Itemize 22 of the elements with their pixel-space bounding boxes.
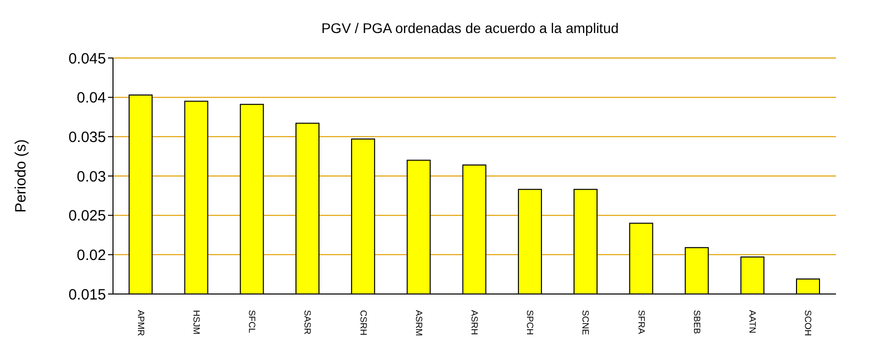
y-tick-label: 0.025 bbox=[68, 208, 106, 225]
x-tick-label: ASRH bbox=[470, 310, 480, 336]
x-tick-label: SCNE bbox=[580, 310, 591, 336]
x-tick-label: APMR bbox=[136, 310, 146, 337]
y-axis-title: Periodo (s) bbox=[12, 139, 30, 213]
x-tick-label: AATN bbox=[748, 310, 758, 334]
x-tick-label: HSJM bbox=[191, 310, 202, 334]
y-tick-label: 0.045 bbox=[68, 50, 106, 68]
x-tick-label: SBEB bbox=[692, 310, 702, 334]
chart-title: PGV / PGA ordenadas de acuerdo a la amplitud bbox=[320, 20, 620, 36]
y-tick-label: 0.02 bbox=[76, 246, 106, 264]
x-tick-label: ASRM bbox=[414, 310, 424, 336]
x-tick-label: SFCL bbox=[247, 310, 258, 334]
x-tick-label: SCOH bbox=[803, 310, 814, 336]
x-tick-label: SPCH bbox=[525, 310, 536, 336]
y-tick-label: 0.015 bbox=[68, 286, 106, 304]
x-tick-label: SASR bbox=[302, 310, 313, 336]
x-tick-label: CSRH bbox=[358, 310, 368, 336]
x-tick-label: SFRA bbox=[636, 310, 646, 334]
y-tick-label: 0.03 bbox=[76, 168, 106, 186]
y-tick-label: 0.04 bbox=[76, 90, 106, 107]
y-tick-label: 0.035 bbox=[68, 128, 106, 146]
